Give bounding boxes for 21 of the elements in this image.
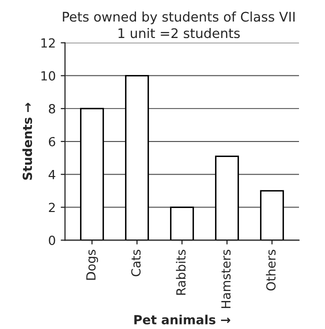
- x-axis-title: Pet animals →: [134, 314, 230, 324]
- x-tick-label: Cats: [131, 250, 141, 276]
- y-tick-label: 8: [48, 104, 56, 114]
- y-tick-label: 6: [48, 136, 56, 146]
- y-tick-label: 2: [48, 202, 55, 212]
- x-tick-label: Hamsters: [221, 250, 231, 308]
- bar: [215, 156, 239, 240]
- bar: [80, 108, 104, 240]
- x-tick-label: Others: [266, 250, 276, 290]
- bar: [125, 74, 149, 240]
- chart-title: Pets owned by students of Class VII: [62, 12, 295, 24]
- y-tick-label: 4: [48, 170, 56, 180]
- x-tick-label: Dogs: [86, 250, 98, 280]
- bar: [170, 206, 194, 240]
- x-tick-label: Rabbits: [176, 250, 186, 295]
- y-tick-label: 0: [48, 236, 56, 246]
- y-tick-label: 12: [41, 38, 55, 48]
- bar: [260, 190, 284, 240]
- y-tick-label: 10: [41, 71, 56, 81]
- y-axis-title: Students →: [22, 102, 32, 180]
- chart-subtitle: 1 unit =2 students: [118, 28, 240, 38]
